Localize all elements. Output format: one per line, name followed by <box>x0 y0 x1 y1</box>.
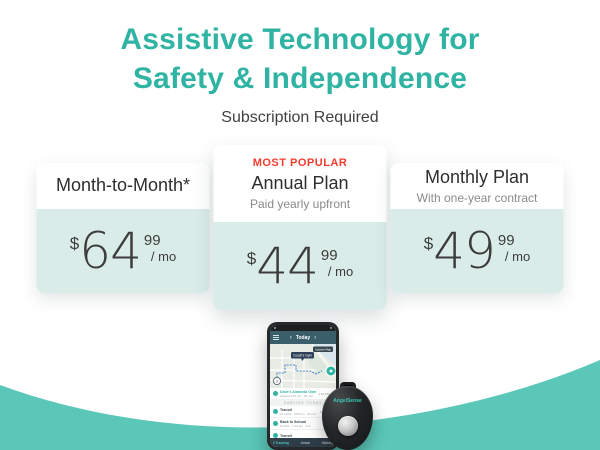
map-update-badge[interactable]: Update Map <box>313 346 333 353</box>
map-start-marker: 1 <box>273 377 281 386</box>
svg-text:Update Map: Update Map <box>315 348 332 352</box>
price-cents: 99 <box>143 231 161 249</box>
menu-icon[interactable] <box>273 335 279 336</box>
plan-card-monthly[interactable]: Monthly Plan With one-year contract $ 49… <box>390 162 564 293</box>
plan-header: MOST POPULAR Annual Plan Paid yearly upf… <box>213 145 387 222</box>
timeline-subtext: 6 miles · 1:10 pm · 2 hr <box>280 423 311 428</box>
most-popular-badge: MOST POPULAR <box>252 156 348 169</box>
phone-mockup: ‹ Today › <box>267 322 339 450</box>
place-pin-icon <box>273 391 278 396</box>
transit-icon <box>273 409 278 414</box>
currency-symbol: $ <box>69 233 80 253</box>
status-dot-icon <box>274 327 276 329</box>
footer-walking-label[interactable]: Walking <box>321 440 333 445</box>
timeline-title: Dave's Alameda Gym <box>280 389 317 394</box>
price-amount: 64 <box>79 221 142 280</box>
map-park-area <box>308 354 328 374</box>
currency-symbol: $ <box>246 249 257 268</box>
status-dot-icon <box>330 327 332 329</box>
plan-price: $ 64 99 / mo <box>69 221 177 280</box>
route-path <box>276 364 323 381</box>
plan-card-month-to-month[interactable]: Month-to-Month* $ 64 99 / mo <box>36 162 210 293</box>
price-period: / mo <box>150 248 177 264</box>
phone-screen: ‹ Today › <box>270 325 336 447</box>
price-amount: 44 <box>256 237 319 295</box>
title-line-1: Assistive Technology for <box>120 23 480 56</box>
price-cents: 99 <box>320 247 338 264</box>
phone-notch <box>290 325 316 330</box>
prev-day-icon[interactable]: ‹ <box>289 334 292 341</box>
plan-header: Month-to-Month* <box>36 162 210 209</box>
price-cents: 99 <box>497 231 515 249</box>
price-amount: 49 <box>433 221 496 280</box>
brand-label: AngelSense <box>333 398 362 404</box>
wave-decoration <box>0 360 600 450</box>
map-view[interactable]: Update Map Coach's Gym 1 <box>270 344 336 388</box>
timeline-subtext: 14 miles · 3:05 pm · 41 min <box>280 411 317 416</box>
plan-price-panel: $ 64 99 / mo <box>36 208 210 293</box>
footer-arrival-label[interactable]: Arrival <box>300 440 310 445</box>
plan-price-panel: $ 44 99 / mo <box>213 222 387 310</box>
tracking-status[interactable]: 2 Tracking <box>273 440 289 445</box>
nav-title: Today <box>295 334 311 341</box>
pendant-button <box>337 416 358 436</box>
timeline-item[interactable]: Transit <box>270 430 336 438</box>
plan-price: $ 44 99 / mo <box>246 237 354 295</box>
app-navbar: ‹ Today › <box>270 331 336 344</box>
timeline-item[interactable]: Back to School 6 miles · 1:10 pm · 2 hr <box>270 418 336 430</box>
place-pin-icon <box>273 421 278 426</box>
gps-pendant-device: AngelSense <box>322 382 373 450</box>
plan-name: Annual Plan <box>251 172 349 193</box>
timeline-title: Back to School <box>280 419 306 424</box>
pendant-body: AngelSense <box>322 386 373 450</box>
transit-icon <box>273 433 278 438</box>
plan-name: Monthly Plan <box>424 166 530 187</box>
timeline-time: 4:19 PM <box>318 391 330 396</box>
svg-text:Coach's Gym: Coach's Gym <box>293 354 312 358</box>
plan-name: Month-to-Month* <box>55 175 191 195</box>
plan-price: $ 49 99 / mo <box>423 221 531 280</box>
currency-symbol: $ <box>423 233 434 253</box>
timeline-subtext: Arrived 4:10 pm · 45 min <box>280 393 313 398</box>
title-line-2: Safety & Independence <box>132 62 468 95</box>
app-footer-bar: 2 Tracking Arrival Walking <box>270 438 336 447</box>
timeline-title: Transit <box>280 407 292 412</box>
page-subtitle: Subscription Required <box>221 109 379 126</box>
plan-subtitle: With one-year contract <box>416 190 538 205</box>
plan-subtitle: Paid yearly upfront <box>249 196 351 211</box>
price-period: / mo <box>504 248 531 264</box>
plan-header: Monthly Plan With one-year contract <box>390 162 564 209</box>
page-title: Assistive Technology for Safety & Indepen… <box>0 20 600 98</box>
current-location-button[interactable] <box>325 365 336 377</box>
phone-statusbar <box>270 325 336 331</box>
price-period: / mo <box>327 264 354 279</box>
next-day-icon[interactable]: › <box>314 334 317 341</box>
svg-text:1: 1 <box>276 379 279 384</box>
plan-price-panel: $ 49 99 / mo <box>390 208 564 293</box>
earlier-today-band: EARLIER TODAY <box>270 400 336 406</box>
timeline-title: Transit <box>280 433 292 438</box>
plan-card-annual[interactable]: MOST POPULAR Annual Plan Paid yearly upf… <box>213 145 387 310</box>
pricing-cards: Month-to-Month* $ 64 99 / mo MOST POPULA… <box>36 145 564 310</box>
map-place-label[interactable]: Coach's Gym <box>291 352 314 361</box>
